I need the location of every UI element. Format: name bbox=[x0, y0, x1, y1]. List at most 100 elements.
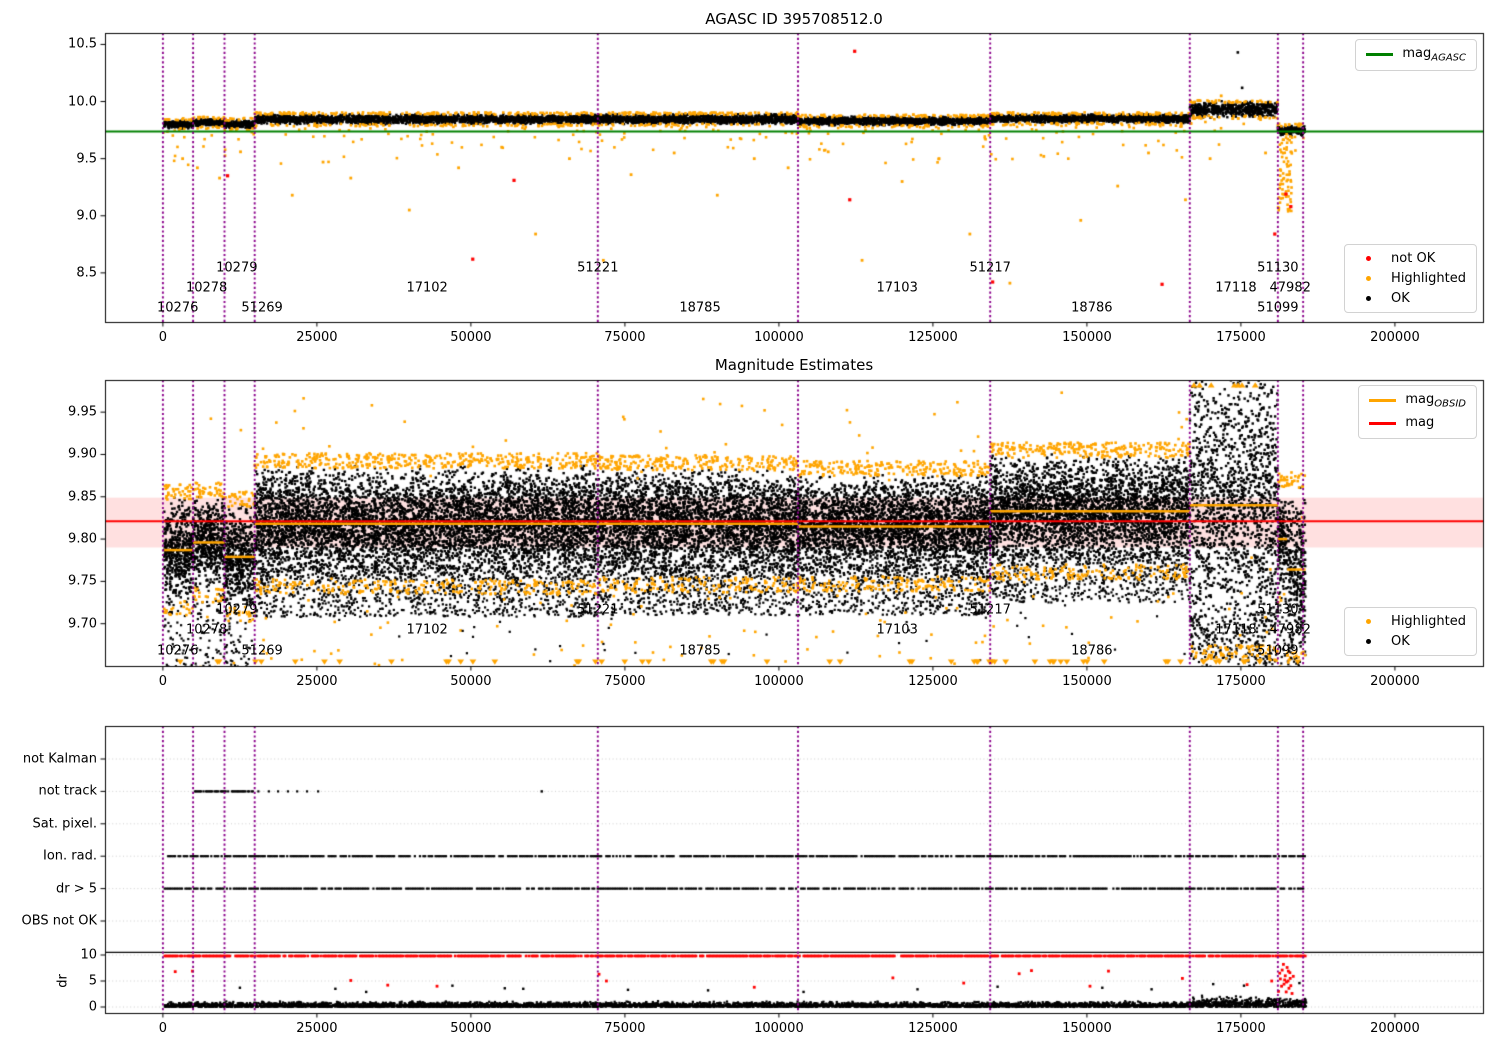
legend-item-not-ok: not OK bbox=[1355, 251, 1466, 266]
plot2-ytick-9.90: 9.90 bbox=[68, 446, 97, 462]
plot2-legend-lines: magOBSID mag bbox=[1358, 385, 1477, 440]
plot3-flag-label-0: not Kalman bbox=[22, 751, 97, 767]
plot1-xtick-50000: 50000 bbox=[450, 330, 492, 345]
legend-item-mag: mag bbox=[1369, 415, 1466, 433]
plot2-ytick-9.95: 9.95 bbox=[68, 404, 97, 420]
plot1-obsid-label-47982: 47982 bbox=[1269, 280, 1311, 296]
plot1-ytick-10.5: 10.5 bbox=[68, 36, 97, 52]
legend-label: magOBSID bbox=[1405, 392, 1466, 410]
plot1-xtick-0: 0 bbox=[158, 330, 168, 345]
plot3-dr-tick-10: 10 bbox=[80, 947, 97, 963]
plot1-obsid-label-51130: 51130 bbox=[1257, 260, 1299, 276]
plot3-flag-label-5: OBS not OK bbox=[21, 913, 98, 929]
plot2-xtick-25000: 25000 bbox=[296, 674, 338, 689]
plot2-xtick-100000: 100000 bbox=[754, 674, 804, 689]
plot3-xtick-0: 0 bbox=[158, 1021, 168, 1036]
plot1-obsid-label-51269: 51269 bbox=[241, 300, 283, 316]
plot1-xtick-100000: 100000 bbox=[754, 330, 804, 345]
plot2-obsid-label-18785: 18785 bbox=[679, 643, 721, 659]
plot3-xtick-175000: 175000 bbox=[1216, 1021, 1266, 1036]
plot3-flag-label-1: not track bbox=[38, 783, 97, 799]
plot2-xtick-75000: 75000 bbox=[604, 674, 646, 689]
plot2-title: Magnitude Estimates bbox=[714, 356, 874, 374]
plot3-dr-tick-0: 0 bbox=[88, 999, 97, 1015]
mag-line-sample bbox=[1369, 421, 1397, 425]
ok-marker bbox=[1366, 639, 1372, 644]
plot1-xtick-75000: 75000 bbox=[604, 330, 646, 345]
plot1-obsid-label-51221: 51221 bbox=[577, 260, 619, 276]
plot1-ytick-8.5: 8.5 bbox=[76, 265, 97, 281]
plot2-obsid-label-10278: 10278 bbox=[185, 622, 228, 638]
plot2-legend-markers: Highlighted OK bbox=[1344, 607, 1477, 656]
plot2-obsid-label-17102: 17102 bbox=[406, 622, 448, 638]
plot3-xtick-200000: 200000 bbox=[1370, 1021, 1420, 1036]
plot2-xtick-150000: 150000 bbox=[1062, 674, 1112, 689]
plot2-xtick-50000: 50000 bbox=[450, 674, 492, 689]
plot1-obsid-label-17118: 17118 bbox=[1215, 280, 1257, 296]
plot2-obsid-label-51217: 51217 bbox=[969, 602, 1011, 618]
plot1-obsid-label-10279: 10279 bbox=[216, 260, 258, 276]
plot3-dr-tick-5: 5 bbox=[88, 973, 97, 989]
plot2-obsid-label-51269: 51269 bbox=[241, 643, 283, 659]
legend-label: Highlighted bbox=[1391, 614, 1466, 629]
plot2-ytick-9.85: 9.85 bbox=[68, 489, 97, 505]
plot1-obsid-label-10276: 10276 bbox=[157, 300, 199, 316]
plot3-xtick-125000: 125000 bbox=[908, 1021, 958, 1036]
plot2-xtick-175000: 175000 bbox=[1216, 674, 1266, 689]
legend-label: magAGASC bbox=[1402, 46, 1466, 64]
plot1-obsid-label-10278: 10278 bbox=[185, 280, 228, 296]
plot1-legend-mag-agasc: magAGASC bbox=[1355, 39, 1477, 71]
plot3-xtick-100000: 100000 bbox=[754, 1021, 804, 1036]
plot1-ytick-10.0: 10.0 bbox=[68, 94, 97, 110]
plot2-obsid-label-18786: 18786 bbox=[1071, 643, 1113, 659]
plot2-obsid-label-51221: 51221 bbox=[577, 602, 619, 618]
plot1-obsid-label-17102: 17102 bbox=[406, 280, 448, 296]
plot1-obsid-label-18785: 18785 bbox=[679, 300, 721, 316]
plot1-xtick-25000: 25000 bbox=[296, 330, 338, 345]
plot3-xtick-50000: 50000 bbox=[450, 1021, 492, 1036]
plot2-xtick-125000: 125000 bbox=[908, 674, 958, 689]
ok-marker bbox=[1366, 296, 1372, 301]
highlighted-marker bbox=[1366, 276, 1372, 281]
plot2-obsid-label-10276: 10276 bbox=[157, 643, 199, 659]
plot2-obsid-label-10279: 10279 bbox=[216, 602, 258, 618]
plot2-obsid-label-51099: 51099 bbox=[1257, 643, 1299, 659]
legend-label: OK bbox=[1391, 634, 1410, 649]
plot1-legend-markers: not OK Highlighted OK bbox=[1344, 244, 1477, 313]
plot1-ytick-9.5: 9.5 bbox=[76, 151, 97, 167]
legend-label: not OK bbox=[1391, 251, 1436, 266]
plot3-flag-label-3: Ion. rad. bbox=[43, 848, 97, 864]
plot1-obsid-label-51217: 51217 bbox=[969, 260, 1011, 276]
legend-label: Highlighted bbox=[1391, 271, 1466, 286]
plot1-title: AGASC ID 395708512.0 bbox=[705, 10, 883, 28]
plot1-xtick-150000: 150000 bbox=[1062, 330, 1112, 345]
plot3-xtick-25000: 25000 bbox=[296, 1021, 338, 1036]
plot2-ytick-9.70: 9.70 bbox=[68, 616, 97, 632]
highlighted-marker bbox=[1366, 619, 1372, 624]
not-ok-marker bbox=[1366, 256, 1372, 261]
mag-agasc-line-sample bbox=[1366, 53, 1394, 57]
plot3-flag-label-2: Sat. pixel. bbox=[32, 816, 97, 832]
plot1-xtick-175000: 175000 bbox=[1216, 330, 1266, 345]
legend-item-mag-obsid: magOBSID bbox=[1369, 392, 1466, 410]
plot2-obsid-label-47982: 47982 bbox=[1269, 622, 1311, 638]
plot2-ytick-9.80: 9.80 bbox=[68, 531, 97, 547]
plot2-obsid-label-17118: 17118 bbox=[1215, 622, 1257, 638]
plot2-obsid-label-51130: 51130 bbox=[1257, 602, 1299, 618]
plot3-xtick-75000: 75000 bbox=[604, 1021, 646, 1036]
plot1-obsid-label-51099: 51099 bbox=[1257, 300, 1299, 316]
plot2-xtick-200000: 200000 bbox=[1370, 674, 1420, 689]
plot3-xtick-150000: 150000 bbox=[1062, 1021, 1112, 1036]
plot1-obsid-label-18786: 18786 bbox=[1071, 300, 1113, 316]
legend-item-highlighted: Highlighted bbox=[1355, 271, 1466, 286]
plot3-dr-axis-label: dr bbox=[55, 974, 71, 988]
mag-obsid-line-sample bbox=[1369, 399, 1397, 403]
plot1-xtick-125000: 125000 bbox=[908, 330, 958, 345]
plot2-obsid-label-17103: 17103 bbox=[876, 622, 918, 638]
plot2-ytick-9.75: 9.75 bbox=[68, 573, 97, 589]
plot1-obsid-label-17103: 17103 bbox=[876, 280, 918, 296]
legend-label: mag bbox=[1405, 414, 1435, 430]
plot1-xtick-200000: 200000 bbox=[1370, 330, 1420, 345]
